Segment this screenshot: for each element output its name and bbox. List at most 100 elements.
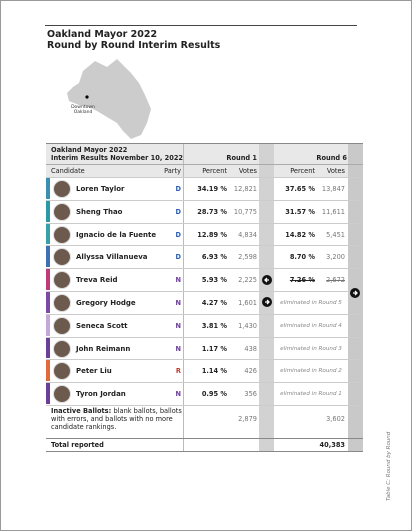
candidate-name: Loren Taylor xyxy=(76,185,125,193)
map: Downtown Oakland xyxy=(61,53,161,143)
percent: 3.81 % xyxy=(183,322,227,330)
row-rule xyxy=(46,314,363,315)
percent: 1.14 % xyxy=(183,367,227,375)
table-title: Oakland Mayor 2022 xyxy=(51,146,127,154)
percent: 0.95 % xyxy=(183,390,227,398)
percent: 28.73 % xyxy=(183,208,227,216)
column-header: Percent xyxy=(183,167,227,175)
votes: 1,601 xyxy=(229,299,257,307)
eliminated-note: eliminated in Round 1 xyxy=(274,390,348,398)
inactive-label: Inactive Ballots: xyxy=(51,407,114,415)
title: Oakland Mayor 2022 xyxy=(47,29,157,40)
party: D xyxy=(151,208,181,216)
total-rule xyxy=(46,438,363,439)
photo xyxy=(53,248,71,266)
row-rule xyxy=(46,359,363,360)
column-header: Votes xyxy=(229,167,257,175)
side-caption: Table C: Round by Round xyxy=(385,432,393,501)
party: R xyxy=(151,367,181,375)
row-rule xyxy=(46,200,363,201)
percent: 7.26 % xyxy=(274,276,315,284)
photo xyxy=(53,294,71,312)
column-header: Candidate xyxy=(51,167,85,175)
votes: 2,879 xyxy=(229,415,257,423)
votes: 1,430 xyxy=(229,322,257,330)
eliminated-note: eliminated in Round 5 xyxy=(274,299,348,307)
candidate-name: Treva Reid xyxy=(76,276,117,284)
row-color-bar xyxy=(46,178,50,199)
eliminated-note: eliminated in Round 2 xyxy=(274,367,348,375)
candidate-name: Sheng Thao xyxy=(76,208,123,216)
percent: 37.65 % xyxy=(274,185,315,193)
map-dot xyxy=(85,95,88,98)
total-votes: 40,383 xyxy=(299,441,345,449)
photo xyxy=(53,203,71,221)
row-rule xyxy=(46,382,363,383)
percent: 4.27 % xyxy=(183,299,227,307)
percent: 5.93 % xyxy=(183,276,227,284)
percent: 14.82 % xyxy=(274,231,315,239)
votes: 13,847 xyxy=(319,185,345,193)
row-color-bar xyxy=(46,315,50,336)
votes: 356 xyxy=(229,390,257,398)
subtitle: Round by Round Interim Results xyxy=(47,40,220,51)
party: N xyxy=(151,299,181,307)
round-label: Round 6 xyxy=(291,154,347,162)
votes: 2,225 xyxy=(229,276,257,284)
percent: 31.57 % xyxy=(274,208,315,216)
photo xyxy=(53,226,71,244)
row-color-bar xyxy=(46,269,50,290)
party: D xyxy=(151,185,181,193)
photo xyxy=(53,340,71,358)
top-rule xyxy=(45,25,357,26)
party: N xyxy=(151,390,181,398)
round-label: Round 1 xyxy=(201,154,257,162)
photo xyxy=(53,180,71,198)
total-label: Total reported xyxy=(51,441,104,449)
percent: 6.93 % xyxy=(183,253,227,261)
party: N xyxy=(151,276,181,284)
header-rule xyxy=(46,164,363,165)
photo xyxy=(53,271,71,289)
column-header: Percent xyxy=(274,167,315,175)
eliminated-note: eliminated in Round 3 xyxy=(274,345,348,353)
candidate-name: Gregory Hodge xyxy=(76,299,136,307)
row-color-bar xyxy=(46,383,50,404)
row-rule xyxy=(46,268,363,269)
column-header: Party xyxy=(151,167,181,175)
arrow xyxy=(262,297,272,307)
table-bottom xyxy=(46,451,363,452)
page: Oakland Mayor 2022 Round by Round Interi… xyxy=(0,0,412,531)
photo xyxy=(53,362,71,380)
eliminated-note: eliminated in Round 4 xyxy=(274,322,348,330)
row-color-bar xyxy=(46,360,50,381)
row-rule xyxy=(46,245,363,246)
row-color-bar xyxy=(46,292,50,313)
row-rule xyxy=(46,177,363,178)
candidate-name: Seneca Scott xyxy=(76,322,128,330)
votes: 12,821 xyxy=(229,185,257,193)
map-shape xyxy=(67,59,151,139)
votes: 426 xyxy=(229,367,257,375)
row-rule xyxy=(46,291,363,292)
column-header: Votes xyxy=(319,167,345,175)
photo xyxy=(53,385,71,403)
votes: 3,200 xyxy=(319,253,345,261)
votes: 3,602 xyxy=(319,415,345,423)
votes: 5,451 xyxy=(319,231,345,239)
candidate-name: Ignacio de la Fuente xyxy=(76,231,156,239)
row-rule xyxy=(46,405,363,406)
arrow xyxy=(350,288,360,298)
votes: 2,672 xyxy=(319,276,345,284)
row-color-bar xyxy=(46,201,50,222)
row-rule xyxy=(46,223,363,224)
party: D xyxy=(151,253,181,261)
table-subtitle: Interim Results November 10, 2022 xyxy=(51,154,183,162)
percent: 8.70 % xyxy=(274,253,315,261)
votes: 438 xyxy=(229,345,257,353)
party: D xyxy=(151,231,181,239)
row-color-bar xyxy=(46,224,50,245)
candidate-name: Peter Liu xyxy=(76,367,112,375)
inactive-text: Inactive Ballots: blank ballots, ballots… xyxy=(51,407,183,431)
row-color-bar xyxy=(46,338,50,359)
